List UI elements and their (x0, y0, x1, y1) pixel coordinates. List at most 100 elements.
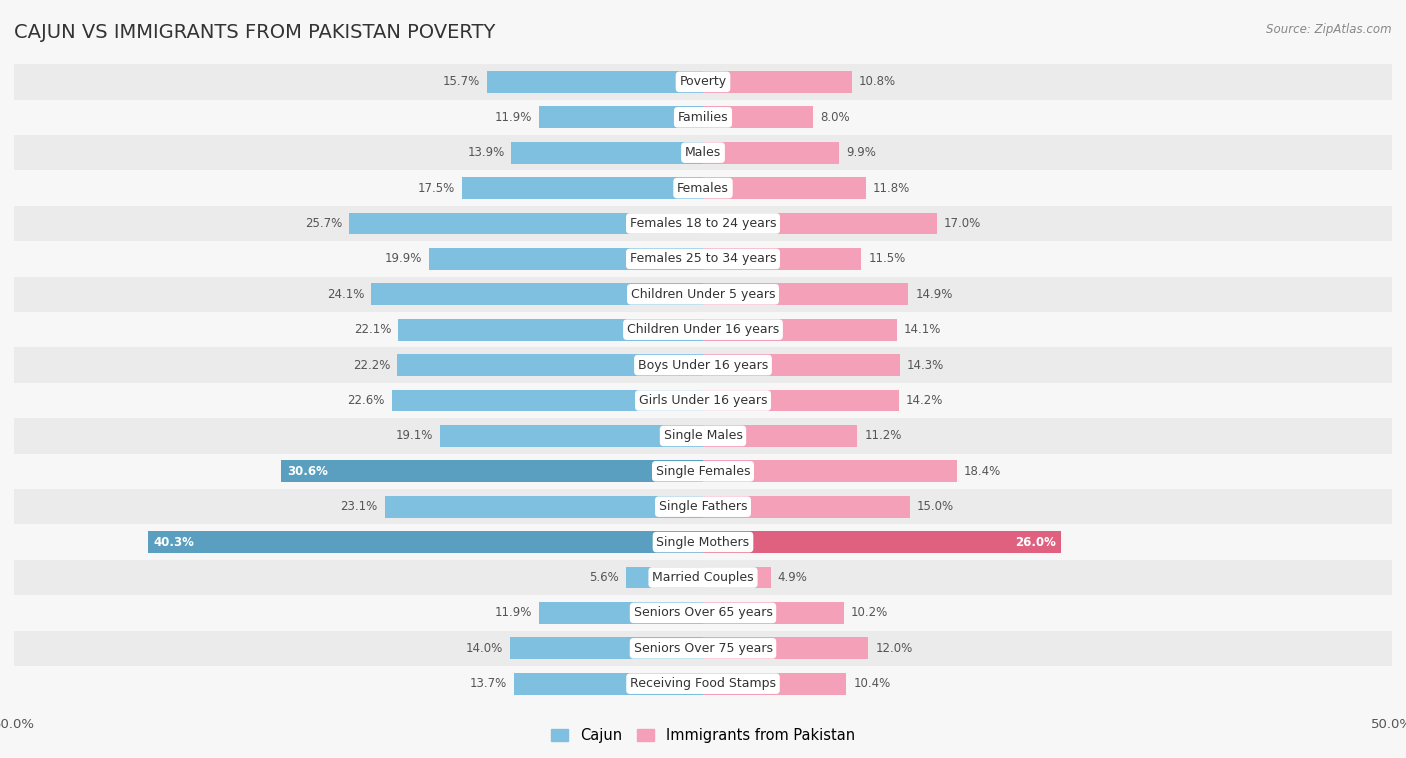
Bar (14, 453, 1392, 489)
Bar (703, 672, 846, 694)
Bar (14, 171, 1392, 205)
Text: 19.1%: 19.1% (395, 429, 433, 443)
Text: Females: Females (678, 182, 728, 195)
Text: Females 18 to 24 years: Females 18 to 24 years (630, 217, 776, 230)
Text: Girls Under 16 years: Girls Under 16 years (638, 394, 768, 407)
Legend: Cajun, Immigrants from Pakistan: Cajun, Immigrants from Pakistan (551, 728, 855, 743)
Text: 17.5%: 17.5% (418, 182, 456, 195)
Bar (14, 418, 1392, 453)
Text: 14.0%: 14.0% (465, 642, 503, 655)
Bar (14, 64, 1392, 99)
Text: CAJUN VS IMMIGRANTS FROM PAKISTAN POVERTY: CAJUN VS IMMIGRANTS FROM PAKISTAN POVERT… (14, 23, 495, 42)
Text: 22.6%: 22.6% (347, 394, 385, 407)
Bar (281, 460, 703, 482)
Bar (703, 106, 813, 128)
Bar (14, 489, 1392, 525)
Bar (398, 318, 703, 340)
Text: 40.3%: 40.3% (153, 536, 194, 549)
Bar (703, 142, 839, 164)
Text: 10.4%: 10.4% (853, 677, 890, 691)
Text: 5.6%: 5.6% (589, 571, 619, 584)
Bar (371, 283, 703, 305)
Text: 22.1%: 22.1% (354, 323, 392, 337)
Text: 22.2%: 22.2% (353, 359, 391, 371)
Text: 11.8%: 11.8% (873, 182, 910, 195)
Bar (703, 566, 770, 588)
Text: 11.9%: 11.9% (495, 606, 531, 619)
Text: Males: Males (685, 146, 721, 159)
Bar (510, 637, 703, 659)
Bar (14, 666, 1392, 701)
Text: 13.7%: 13.7% (470, 677, 508, 691)
Text: Children Under 5 years: Children Under 5 years (631, 288, 775, 301)
Bar (703, 283, 908, 305)
Text: 11.2%: 11.2% (865, 429, 901, 443)
Text: Single Mothers: Single Mothers (657, 536, 749, 549)
Text: 10.8%: 10.8% (859, 75, 896, 89)
Text: 13.9%: 13.9% (467, 146, 505, 159)
Text: 17.0%: 17.0% (945, 217, 981, 230)
Text: 15.0%: 15.0% (917, 500, 953, 513)
Bar (515, 672, 703, 694)
Text: Married Couples: Married Couples (652, 571, 754, 584)
Text: 9.9%: 9.9% (846, 146, 876, 159)
Bar (703, 71, 852, 93)
Bar (703, 637, 869, 659)
Bar (14, 205, 1392, 241)
Text: Single Fathers: Single Fathers (659, 500, 747, 513)
Bar (14, 135, 1392, 171)
Text: 8.0%: 8.0% (820, 111, 849, 124)
Text: Seniors Over 75 years: Seniors Over 75 years (634, 642, 772, 655)
Text: 14.9%: 14.9% (915, 288, 953, 301)
Text: Poverty: Poverty (679, 75, 727, 89)
Bar (703, 248, 862, 270)
Text: Source: ZipAtlas.com: Source: ZipAtlas.com (1267, 23, 1392, 36)
Bar (14, 277, 1392, 312)
Text: 12.0%: 12.0% (875, 642, 912, 655)
Bar (626, 566, 703, 588)
Text: 18.4%: 18.4% (963, 465, 1001, 478)
Text: 26.0%: 26.0% (1015, 536, 1056, 549)
Bar (703, 425, 858, 447)
Text: 24.1%: 24.1% (326, 288, 364, 301)
Bar (486, 71, 703, 93)
Bar (461, 177, 703, 199)
Text: 30.6%: 30.6% (287, 465, 328, 478)
Text: 23.1%: 23.1% (340, 500, 378, 513)
Text: 11.9%: 11.9% (495, 111, 531, 124)
Text: Receiving Food Stamps: Receiving Food Stamps (630, 677, 776, 691)
Text: Females 25 to 34 years: Females 25 to 34 years (630, 252, 776, 265)
Text: 14.3%: 14.3% (907, 359, 945, 371)
Text: Children Under 16 years: Children Under 16 years (627, 323, 779, 337)
Bar (14, 560, 1392, 595)
Text: Families: Families (678, 111, 728, 124)
Bar (703, 602, 844, 624)
Text: Seniors Over 65 years: Seniors Over 65 years (634, 606, 772, 619)
Bar (396, 354, 703, 376)
Bar (14, 99, 1392, 135)
Text: Single Females: Single Females (655, 465, 751, 478)
Text: Boys Under 16 years: Boys Under 16 years (638, 359, 768, 371)
Bar (703, 354, 900, 376)
Bar (14, 347, 1392, 383)
Bar (14, 241, 1392, 277)
Bar (440, 425, 703, 447)
Text: 15.7%: 15.7% (443, 75, 479, 89)
Text: Single Males: Single Males (664, 429, 742, 443)
Text: 4.9%: 4.9% (778, 571, 807, 584)
Bar (538, 106, 703, 128)
Bar (385, 496, 703, 518)
Bar (703, 531, 1062, 553)
Bar (703, 212, 938, 234)
Bar (349, 212, 703, 234)
Bar (703, 177, 866, 199)
Bar (392, 390, 703, 412)
Text: 14.1%: 14.1% (904, 323, 942, 337)
Bar (538, 602, 703, 624)
Text: 25.7%: 25.7% (305, 217, 342, 230)
Text: 10.2%: 10.2% (851, 606, 887, 619)
Bar (148, 531, 703, 553)
Bar (429, 248, 703, 270)
Bar (14, 383, 1392, 418)
Bar (703, 390, 898, 412)
